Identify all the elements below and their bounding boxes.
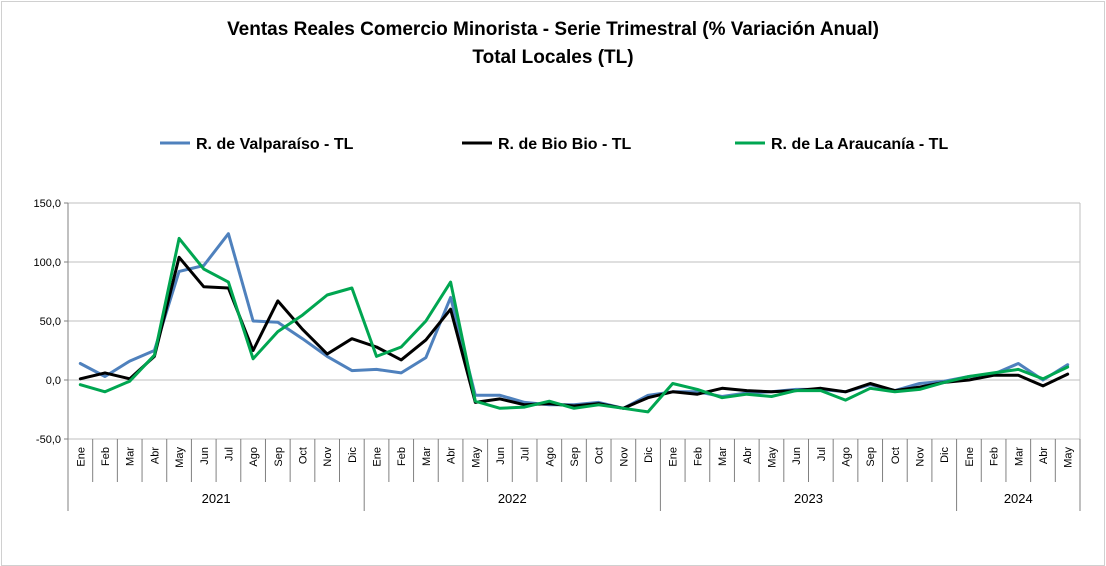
chart-subtitle: Total Locales (TL) (472, 47, 634, 68)
x-tick-label: Dic (939, 447, 951, 463)
legend-label-2: R. de La Araucanía - TL (771, 136, 948, 153)
x-tick-label: Nov (322, 447, 334, 467)
x-tick-label: Mar (717, 447, 729, 466)
x-tick-label: Mar (421, 447, 433, 466)
y-axis: -50,0 0,0 50,0 100,0 150,0 (33, 198, 69, 446)
x-tick-label: Abr (742, 447, 754, 464)
x-tick-label: Oct (890, 447, 902, 464)
x-tick-label: Abr (149, 447, 161, 464)
x-tick-label: Ene (964, 447, 976, 467)
grid-lines (68, 202, 1081, 440)
legend: R. de Valparaíso - TL R. de Bio Bio - TL R… (160, 136, 948, 153)
x-tick-label: Abr (1038, 447, 1050, 464)
x-tick-label: Feb (100, 447, 112, 466)
x-tick-label: Feb (692, 447, 704, 466)
x-axis: Ene Feb Mar Abr May Jun Jul Ago Sep Oct Nov Dic Ene F… (67, 439, 1081, 511)
x-tick-label: Jun (495, 447, 507, 465)
x-tick-label: Jun (199, 447, 211, 465)
x-tick-label: Sep (569, 447, 581, 467)
x-tick-label: Dic (643, 447, 655, 463)
x-tick-label: Ago (544, 447, 556, 467)
x-tick-label: Mar (125, 447, 137, 466)
x-tick-label: Ene (372, 447, 384, 467)
x-tick-label: Jun (791, 447, 803, 465)
x-tick-label: Ago (841, 447, 853, 467)
y-tick-label: 50,0 (40, 316, 61, 328)
chart-title: Ventas Reales Comercio Minorista - Serie… (227, 19, 879, 40)
series-line-1 (78, 255, 1070, 410)
x-tick-label: May (766, 447, 778, 468)
x-tick-label: Ene (75, 447, 87, 467)
chart-title-block: Ventas Reales Comercio Minorista - Serie… (0, 16, 1106, 72)
x-tick-label: Ago (248, 447, 260, 467)
x-tick-label: Oct (594, 447, 606, 464)
x-tick-label: Nov (915, 447, 927, 467)
year-label: 2024 (1004, 491, 1033, 506)
legend-label-0: R. de Valparaíso - TL (196, 136, 354, 153)
x-tick-label: Sep (273, 447, 285, 467)
year-label: 2021 (202, 491, 231, 506)
series-lines (78, 232, 1070, 414)
x-tick-label: Jul (223, 447, 235, 461)
x-tick-label: Dic (347, 447, 359, 463)
x-tick-label: Nov (618, 447, 630, 467)
x-tick-label: Feb (396, 447, 408, 466)
legend-label-1: R. de Bio Bio - TL (498, 136, 632, 153)
x-tick-label: Jul (520, 447, 532, 461)
y-tick-label: -50,0 (36, 434, 61, 446)
y-tick-label: 0,0 (46, 375, 61, 387)
year-label: 2023 (794, 491, 823, 506)
x-tick-label: Mar (1013, 447, 1025, 466)
series-line-2 (78, 236, 1070, 414)
x-tick-label: Ene (668, 447, 680, 467)
year-label: 2022 (498, 491, 527, 506)
x-tick-label: Abr (446, 447, 458, 464)
x-tick-label: May (470, 447, 482, 468)
x-tick-label: Feb (989, 447, 1001, 466)
x-tick-label: May (174, 447, 186, 468)
x-tick-label: Jul (816, 447, 828, 461)
y-tick-label: 150,0 (33, 198, 61, 210)
x-tick-label: Oct (297, 447, 309, 464)
y-tick-label: 100,0 (33, 257, 61, 269)
x-tick-label: May (1063, 447, 1075, 468)
x-tick-label: Sep (865, 447, 877, 467)
